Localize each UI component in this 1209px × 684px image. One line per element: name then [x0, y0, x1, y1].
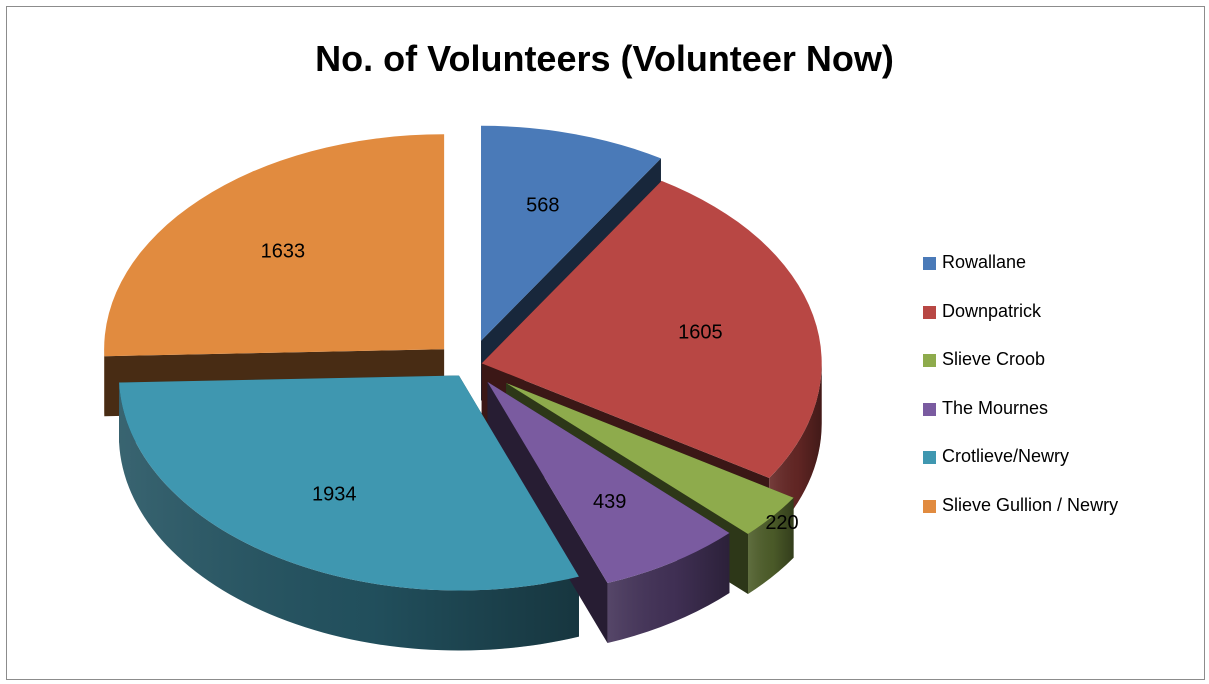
data-label: 568 — [526, 194, 559, 216]
legend-label: Slieve Gullion / Newry — [942, 494, 1119, 515]
pie-labels: 568 1605 220 439 1934 1633 — [261, 194, 799, 534]
legend: Rowallane Downpatrick Slieve Croob The Mour… — [923, 252, 1118, 544]
legend-swatch — [923, 451, 936, 465]
pie-slice-downpatrick — [481, 180, 822, 479]
legend-item: Rowallane — [923, 252, 1118, 301]
legend-swatch — [923, 257, 936, 270]
pie-slice-side-shade — [119, 382, 579, 651]
chart-title: No. of Volunteers (Volunteer Now) — [315, 38, 894, 79]
legend-label: Crotlieve/Newry — [942, 446, 1070, 467]
legend-swatch — [923, 499, 936, 513]
legend-swatch — [923, 354, 936, 368]
legend-label: The Mournes — [942, 397, 1049, 418]
pie-slice-slieve-croob — [506, 383, 794, 535]
legend-label: Downpatrick — [942, 300, 1042, 321]
data-label: 220 — [765, 512, 798, 534]
data-label: 1605 — [678, 322, 723, 344]
legend-item: Slieve Croob — [923, 349, 1118, 398]
pie-slice-side-shade — [607, 532, 730, 644]
pie-tops — [104, 125, 822, 591]
legend-item: The Mournes — [923, 398, 1118, 447]
pie-slice-rowallane — [481, 125, 661, 341]
legend-swatch — [923, 402, 936, 416]
pie-slice-crotlieve-newry — [119, 375, 579, 591]
data-label: 1633 — [261, 241, 306, 263]
pie-slice-the-mournes — [487, 381, 730, 584]
pie-slice-slieve-gullion-newry — [104, 134, 445, 357]
legend-swatch — [923, 305, 936, 319]
legend-item: Crotlieve/Newry — [923, 446, 1118, 495]
legend-item: Slieve Gullion / Newry — [923, 495, 1118, 544]
legend-item: Downpatrick — [923, 301, 1118, 350]
data-label: 1934 — [312, 483, 357, 505]
legend-label: Rowallane — [942, 252, 1027, 272]
legend-label: Slieve Croob — [942, 349, 1046, 370]
pie-slice-wall — [487, 381, 608, 644]
data-label: 439 — [593, 491, 626, 513]
pie-slice-side-shade — [748, 497, 794, 595]
